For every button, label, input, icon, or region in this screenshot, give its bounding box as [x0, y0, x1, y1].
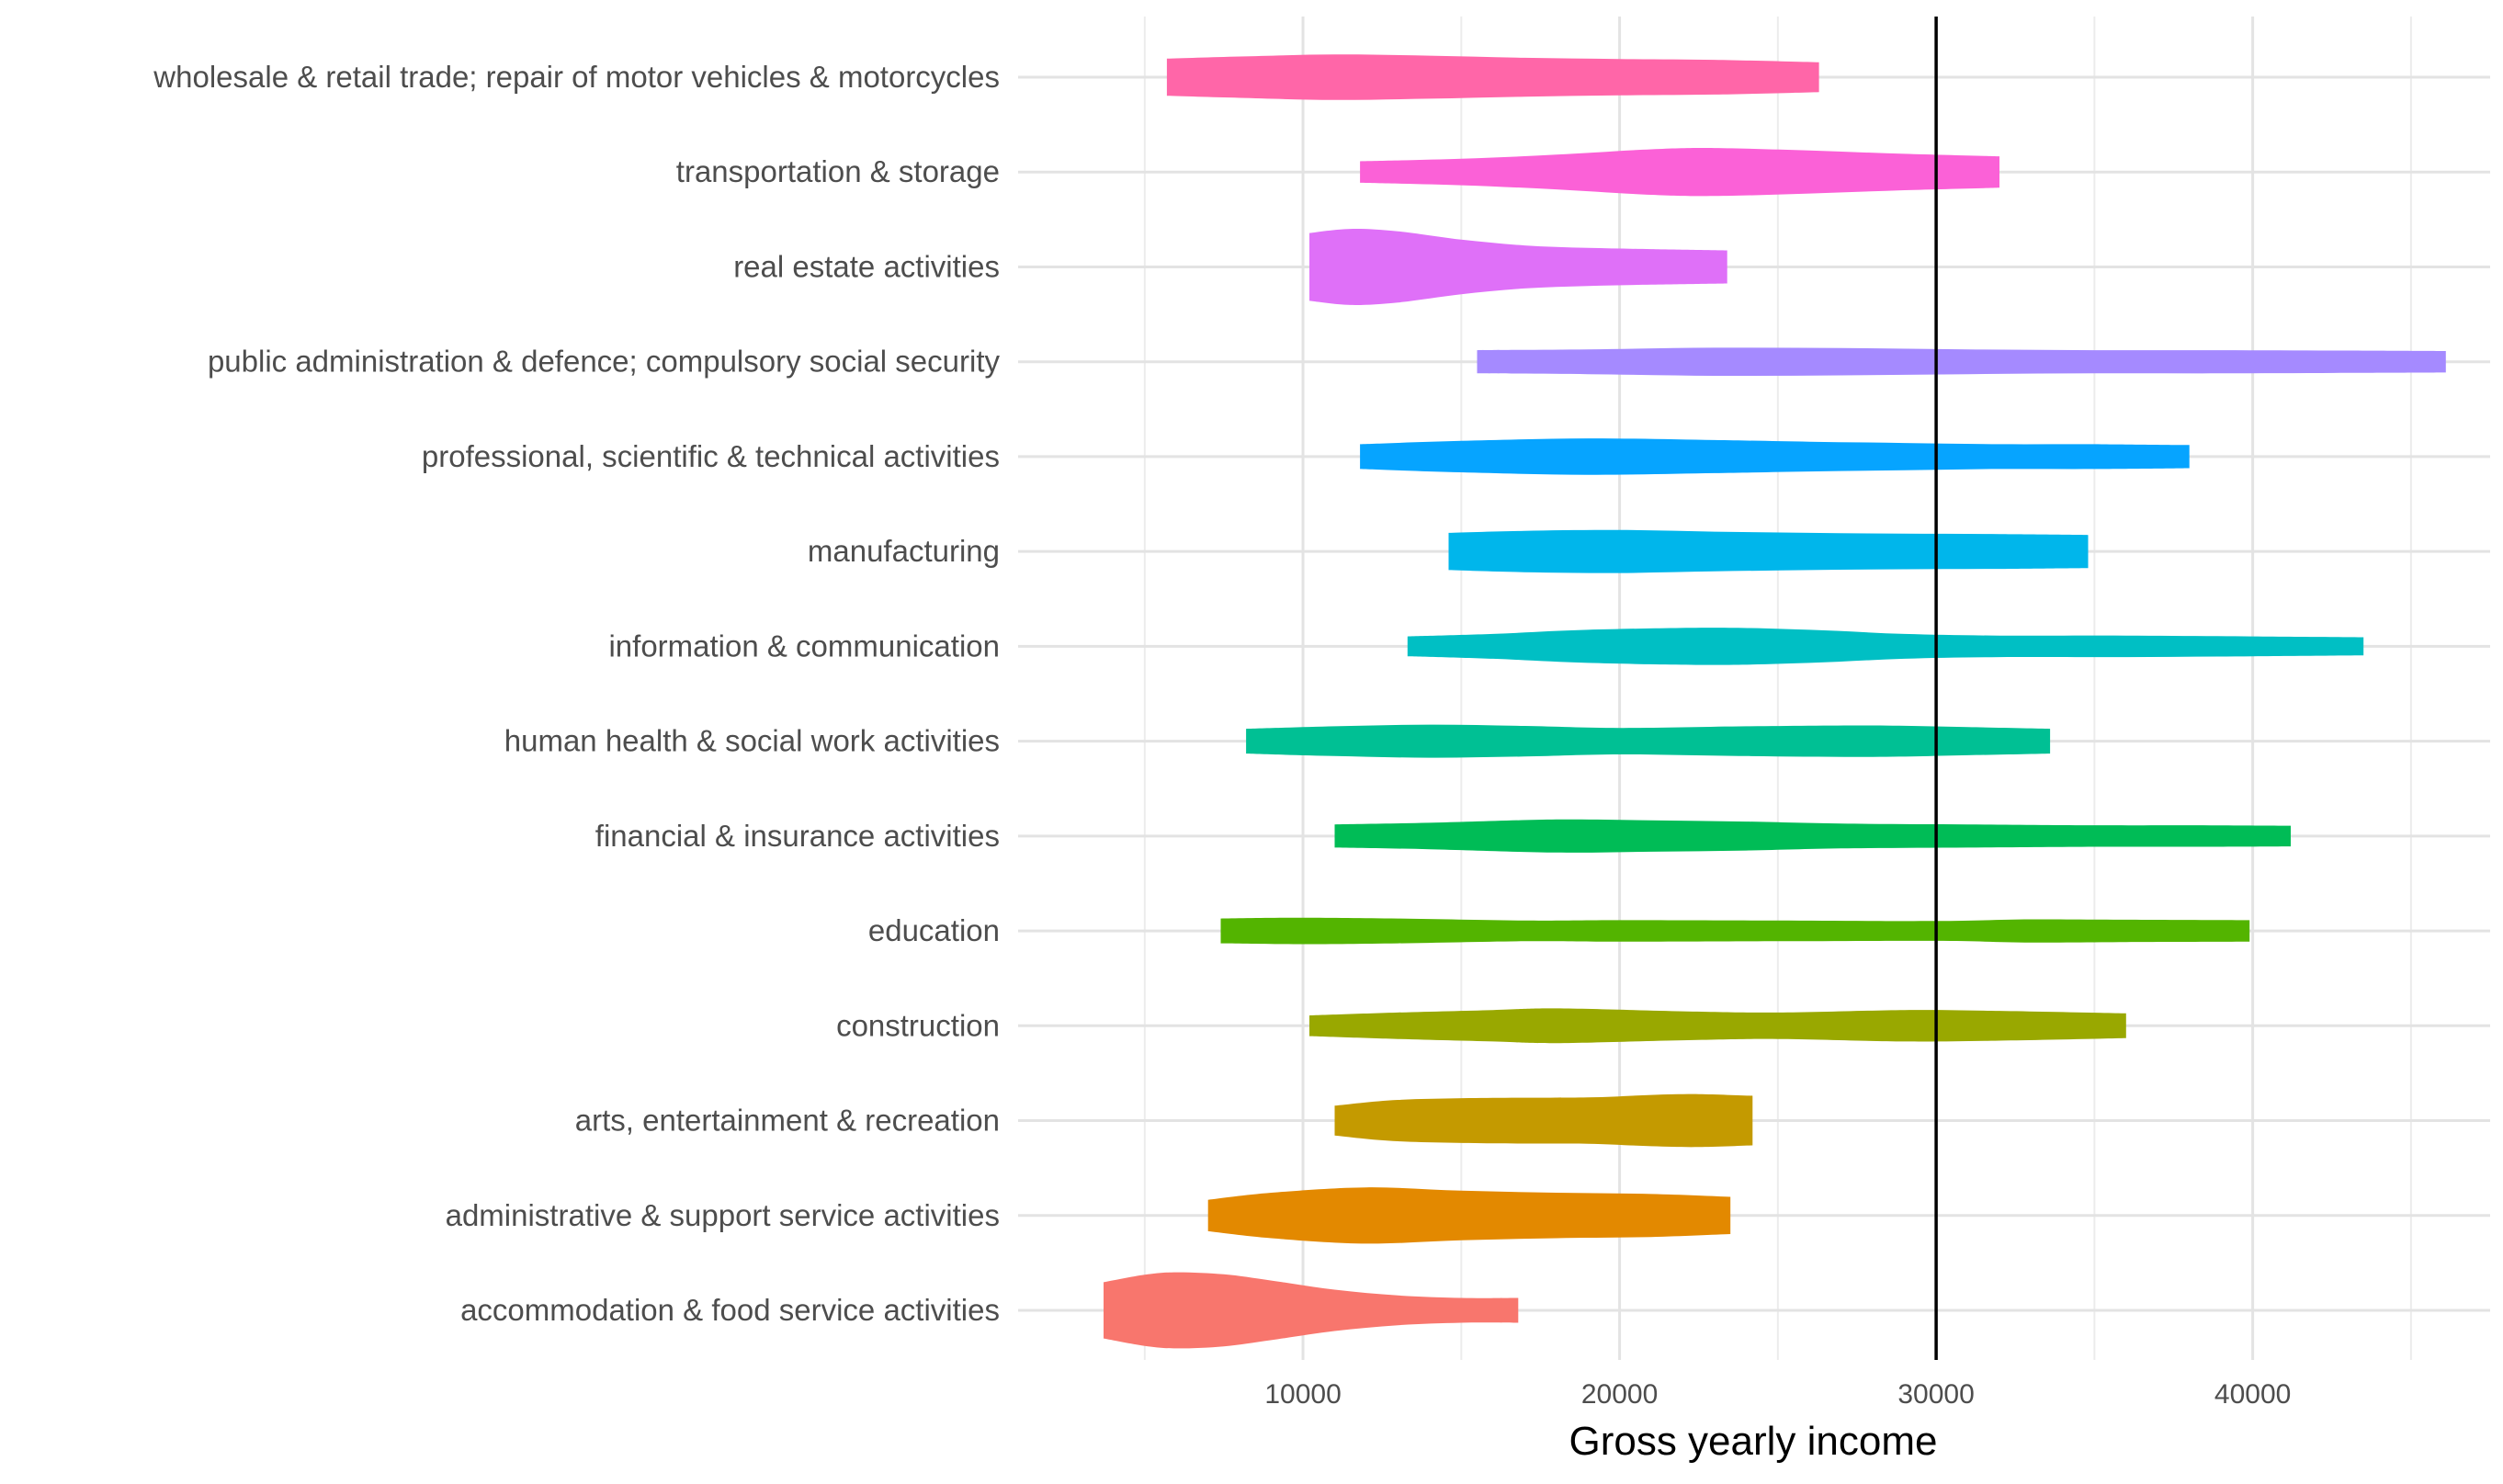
x-axis-title: Gross yearly income [1569, 1419, 1937, 1464]
violin-1 [1207, 1187, 1731, 1244]
category-label: information & communication [608, 629, 1000, 663]
category-label: arts, entertainment & recreation [575, 1104, 1000, 1138]
x-tick-label: 40000 [2214, 1379, 2291, 1410]
x-tick-label: 10000 [1264, 1379, 1341, 1410]
x-tick-labels: 10000 20000 30000 40000 [1264, 1379, 2291, 1410]
violin-13 [1166, 54, 1819, 100]
violin-9 [1360, 438, 2190, 475]
category-label: administrative & support service activit… [446, 1198, 1000, 1232]
category-label: construction [836, 1008, 1000, 1042]
category-labels: accommodation & food service activities a… [153, 60, 1000, 1327]
violin-4 [1220, 917, 2250, 945]
category-label: financial & insurance activities [595, 819, 1000, 853]
violin-series [1104, 54, 2446, 1349]
category-label: wholesale & retail trade; repair of moto… [153, 60, 1000, 94]
violin-2 [1334, 1093, 1753, 1148]
category-label: transportation & storage [676, 154, 1000, 188]
violin-8 [1448, 529, 2089, 573]
x-tick-label: 20000 [1581, 1379, 1658, 1410]
category-label: education [868, 913, 1000, 947]
category-label: accommodation & food service activities [460, 1293, 1000, 1327]
category-label: manufacturing [808, 534, 1000, 568]
violin-6 [1246, 724, 2051, 758]
violin-5 [1334, 819, 2291, 853]
violin-0 [1104, 1272, 1519, 1349]
violin-3 [1309, 1008, 2126, 1044]
category-label: human health & social work activities [504, 724, 1000, 758]
violin-7 [1407, 628, 2364, 665]
violin-10 [1477, 347, 2446, 377]
violin-11 [1309, 229, 1727, 305]
category-label: real estate activities [733, 249, 1000, 283]
x-tick-label: 30000 [1897, 1379, 1974, 1410]
category-label: public administration & defence; compuls… [208, 345, 1001, 379]
category-label: professional, scientific & technical act… [422, 439, 1000, 473]
violin-12 [1360, 148, 1999, 197]
